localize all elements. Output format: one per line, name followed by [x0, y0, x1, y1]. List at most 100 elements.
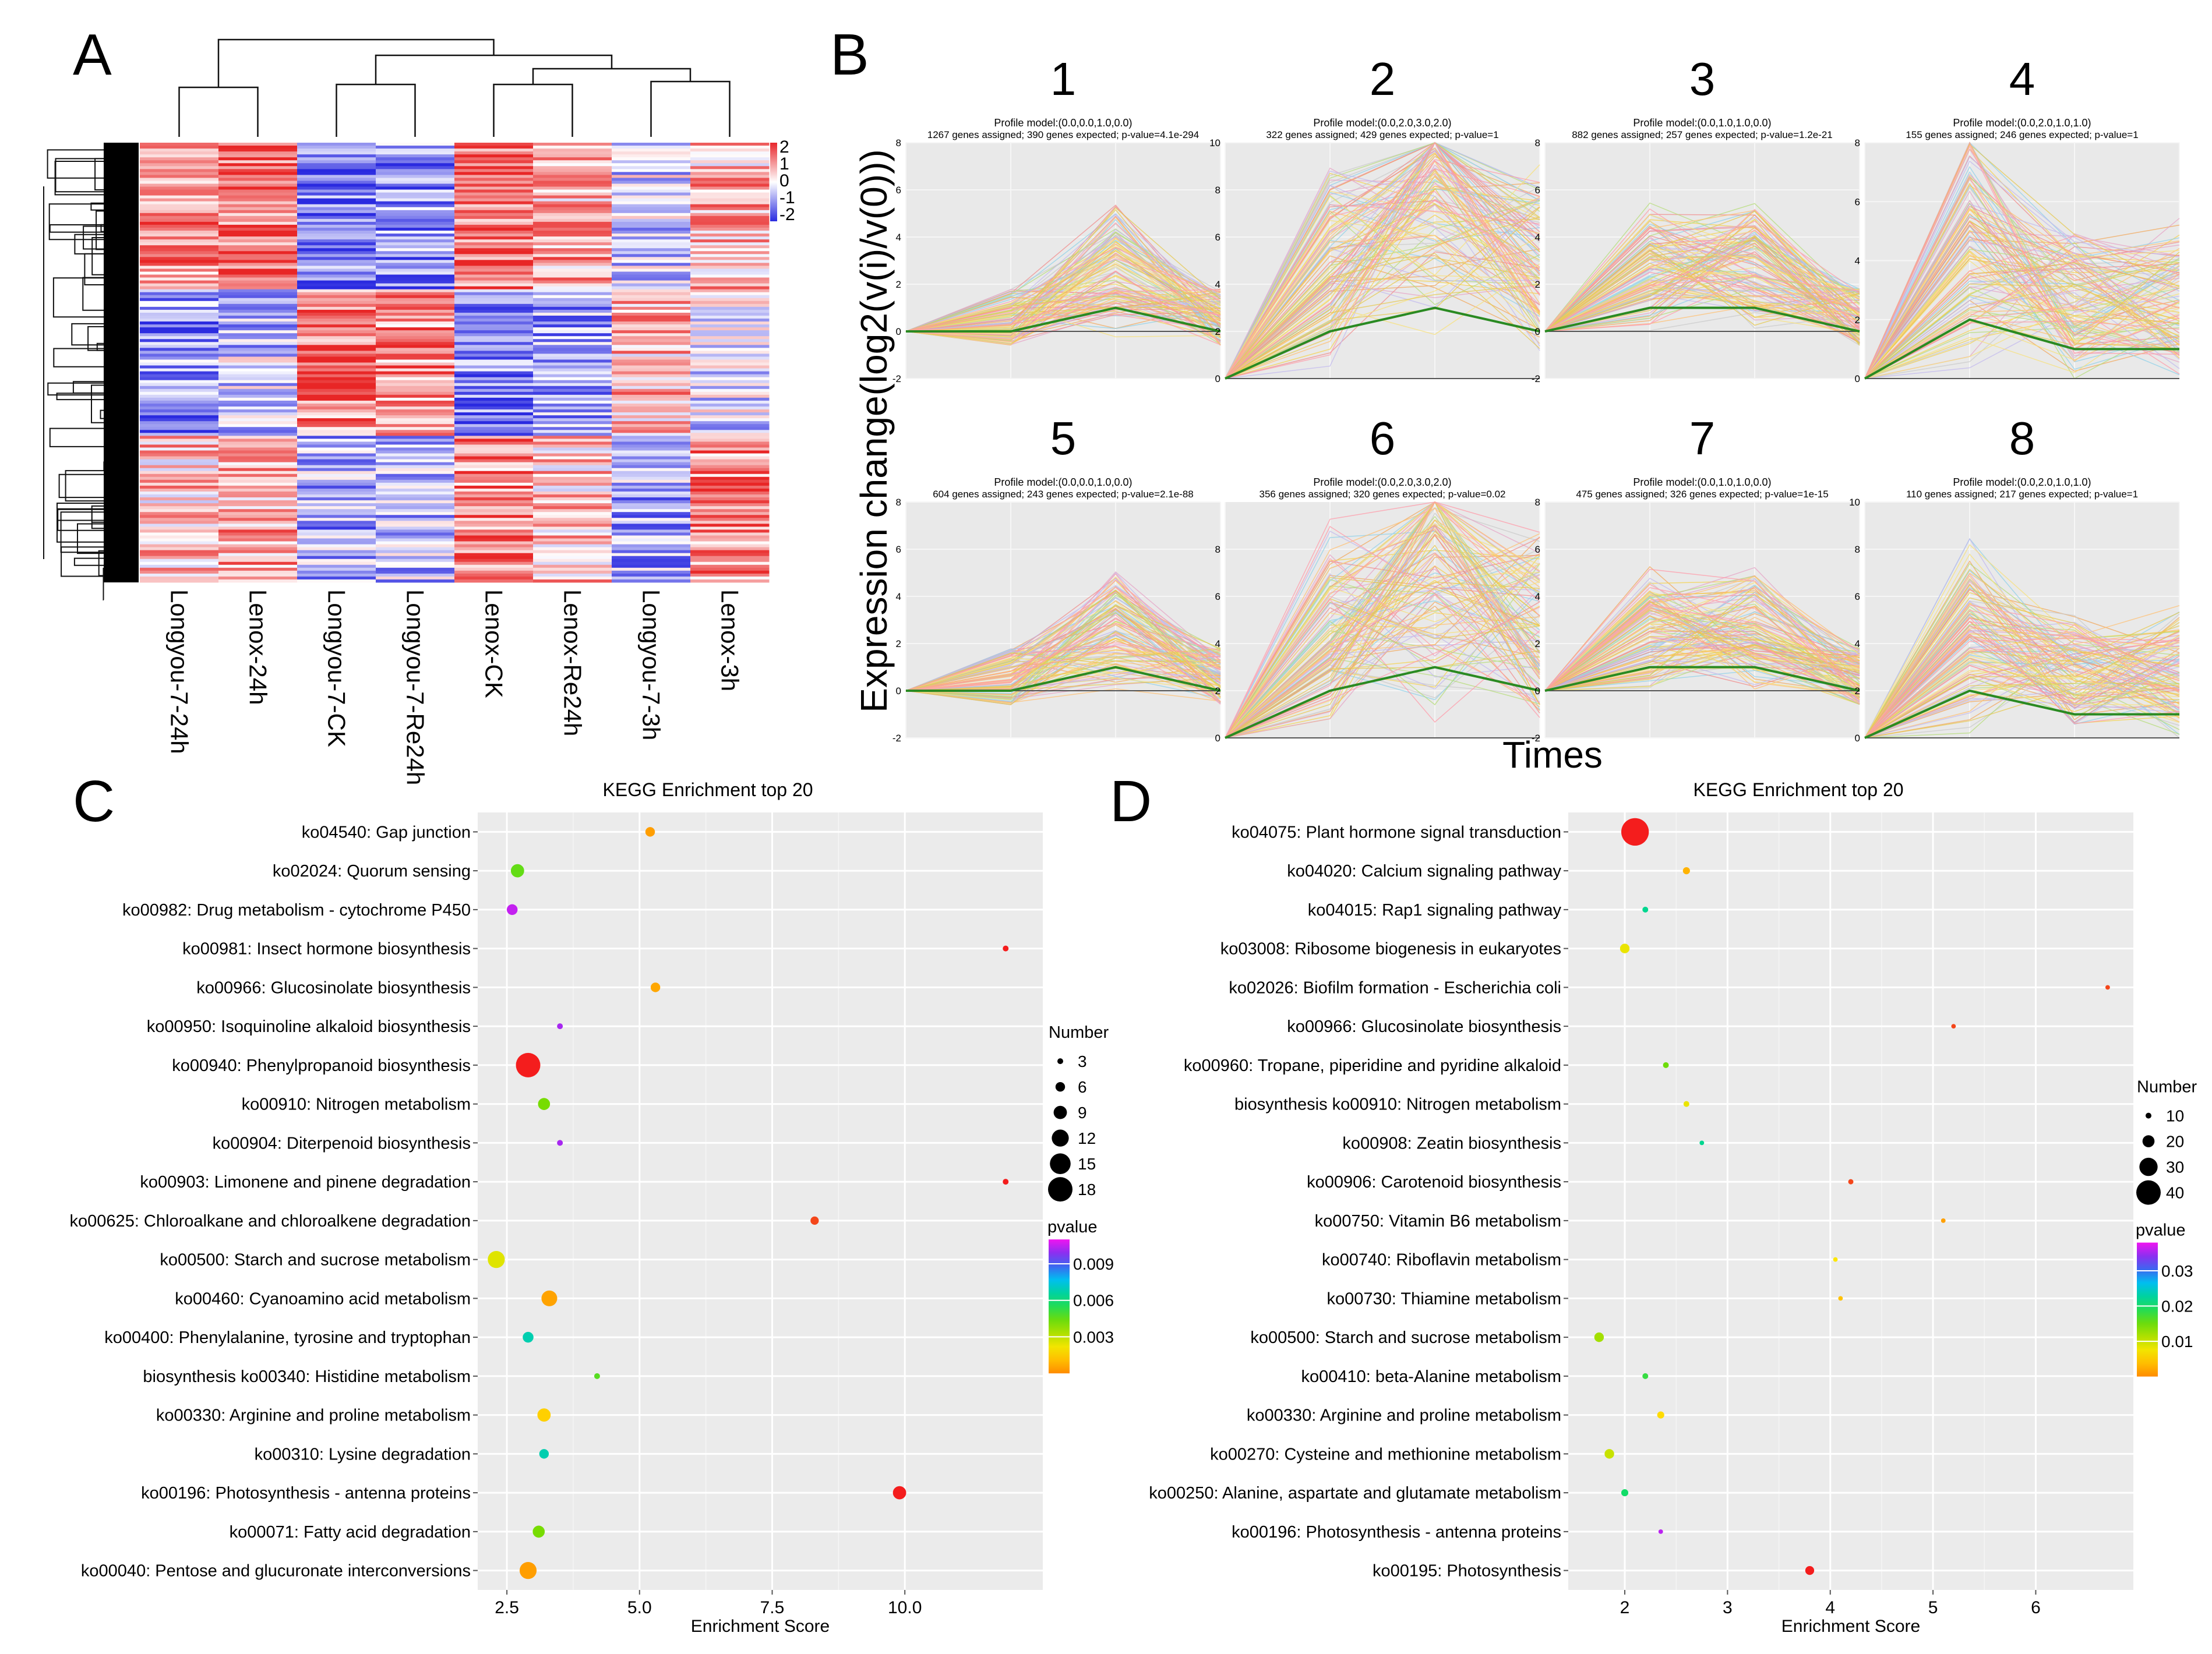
heatmap-cell [454, 295, 534, 299]
profile-model: Profile model:(0.0,1.0,1.0,0.0) [1633, 117, 1771, 129]
heatmap-cell [533, 521, 612, 524]
heatmap-cell [533, 365, 612, 369]
heatmap-cell [297, 465, 376, 469]
kegg-term-label: ko00040: Pentose and glucuronate interco… [81, 1562, 471, 1581]
heatmap-cell [297, 263, 376, 266]
heatmap-cell [612, 391, 691, 395]
heatmap-cell [612, 289, 691, 293]
heatmap-cell [140, 471, 219, 475]
heatmap-cell [533, 518, 612, 521]
heatmap-cell [140, 512, 219, 515]
heatmap-cell [297, 521, 376, 524]
heatmap-cell [612, 169, 691, 172]
heatmap-cell [376, 365, 455, 369]
heatmap-cell [454, 204, 534, 208]
kegg-x-tick-label: 7.5 [760, 1598, 785, 1617]
heatmap-cell [297, 471, 376, 475]
heatmap-cell [376, 403, 455, 407]
heatmap-cell [690, 213, 770, 217]
heatmap-cell [533, 143, 612, 146]
heatmap-cell [218, 564, 298, 568]
heatmap-cell [454, 280, 534, 284]
heatmap-cell [218, 391, 298, 395]
heatmap-cell [612, 204, 691, 208]
kegg-point [810, 1216, 819, 1225]
heatmap-column-label: Lenox-3h [717, 589, 744, 691]
profile-y-tick: 4 [896, 232, 901, 243]
heatmap-cell [140, 362, 219, 366]
heatmap-cell [454, 231, 534, 234]
heatmap-cell [533, 248, 612, 252]
heatmap-cell [690, 192, 770, 196]
heatmap-cell [218, 538, 298, 542]
heatmap-cell [612, 218, 691, 222]
heatmap-cell [297, 564, 376, 568]
heatmap-cell [297, 491, 376, 495]
heatmap-cell [612, 521, 691, 524]
heatmap-cell [690, 553, 770, 557]
heatmap-cell [454, 183, 534, 187]
heatmap-cell [218, 175, 298, 178]
heatmap-cell [612, 221, 691, 225]
heatmap-cell [140, 321, 219, 325]
kegg-point [1951, 1024, 1956, 1029]
heatmap-cell [454, 509, 534, 513]
profile-gene-lines [1544, 211, 1860, 346]
color-legend-bar [2137, 1242, 2158, 1377]
heatmap-cell [218, 201, 298, 205]
heatmap-cell [690, 172, 770, 175]
kegg-point [1805, 1565, 1815, 1575]
panel-d-letter: D [1110, 769, 1152, 834]
heatmap-cell [454, 195, 534, 199]
heatmap-cell [690, 356, 770, 360]
heatmap-cell [612, 447, 691, 451]
heatmap-cell [612, 579, 691, 583]
heatmap-cell [612, 541, 691, 545]
heatmap-cell [533, 430, 612, 433]
heatmap-cell [690, 459, 770, 463]
heatmap-cell [376, 559, 455, 563]
heatmap-cell [454, 476, 534, 480]
heatmap-cell [612, 515, 691, 518]
heatmap-cell [533, 526, 612, 530]
heatmap-cell [533, 151, 612, 155]
heatmap-cell [140, 462, 219, 466]
heatmap-column-labels: Longyou-7-24h Lenox-24h Longyou-7-CK Longyo… [166, 589, 744, 785]
heatmap-cell [218, 535, 298, 539]
heatmap-cell [533, 178, 612, 181]
heatmap-cell [376, 333, 455, 337]
heatmap-cell [376, 570, 455, 574]
heatmap-cell [612, 418, 691, 422]
kegg-point [488, 1251, 505, 1268]
heatmap-cell [376, 198, 455, 202]
profile-gene-lines [1225, 526, 1540, 738]
heatmap-cell [690, 439, 770, 442]
heatmap-cell [454, 439, 534, 442]
heatmap-cell [690, 175, 770, 178]
heatmap-cell [140, 309, 219, 313]
heatmap-cell [533, 447, 612, 451]
heatmap-cell [612, 181, 691, 184]
heatmap-cell [690, 515, 770, 518]
heatmap-cell [376, 286, 455, 290]
heatmap-cell [140, 564, 219, 568]
heatmap-cell [218, 532, 298, 536]
heatmap-cell [297, 430, 376, 433]
heatmap-cell [533, 497, 612, 501]
heatmap-cell [140, 468, 219, 472]
heatmap-cell [690, 532, 770, 536]
heatmap-cell [533, 473, 612, 478]
heatmap-cell [690, 319, 770, 322]
kegg-term-label: ko00982: Drug metabolism - cytochrome P4… [122, 901, 471, 920]
heatmap-cell [297, 509, 376, 513]
heatmap-cell [218, 573, 298, 577]
heatmap-cell [533, 348, 612, 351]
heatmap-cell [376, 251, 455, 255]
heatmap-cell [140, 306, 219, 310]
heatmap-cell [454, 576, 534, 580]
heatmap-cell [140, 231, 219, 234]
heatmap-cell [297, 224, 376, 228]
kegg-x-tick-label: 4 [1825, 1598, 1835, 1617]
heatmap-cell [218, 424, 298, 427]
heatmap-cell [297, 573, 376, 577]
